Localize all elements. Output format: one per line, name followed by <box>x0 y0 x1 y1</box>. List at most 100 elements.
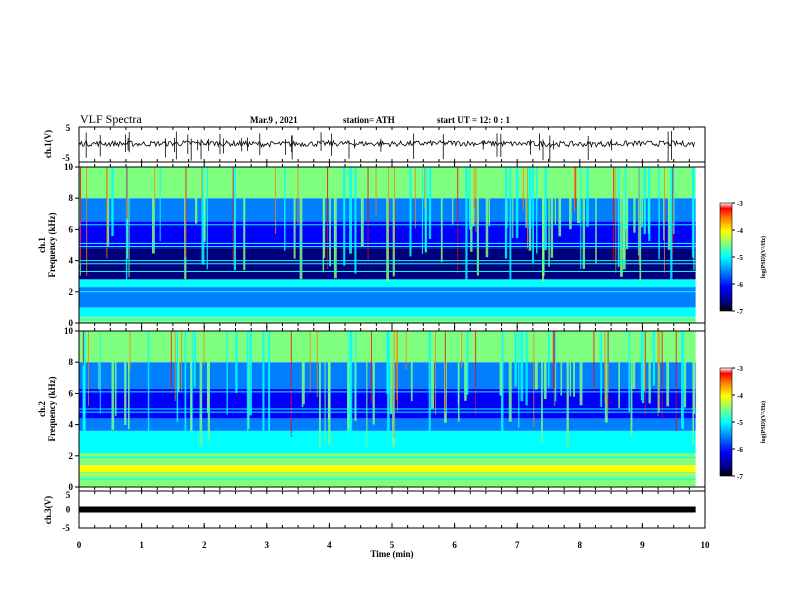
ch1-sferic-column <box>329 167 331 267</box>
ch1-sferic-column <box>550 167 554 258</box>
ch1-sferic-column <box>488 167 491 227</box>
ch2-sferic-column <box>693 331 696 415</box>
ch2-spectrogram-panel: 0 2 4 6 8 10 ch.2 Frequency (kHz) <box>37 326 706 492</box>
ch2-sferic-column <box>632 331 636 390</box>
ch1-sferic-column <box>203 167 206 242</box>
ch2-sferic-column <box>193 331 196 388</box>
ch2-colorbar-ticks: -3 -4 -5 -6 -7 <box>732 365 743 481</box>
ch1-colorbar-tick-label: -3 <box>737 200 743 208</box>
ch2-sferic-column <box>355 331 357 414</box>
time-tick-label: 0 <box>77 540 82 550</box>
ch2-sferic-peak <box>316 331 318 398</box>
ch2-sferic-peak <box>461 331 463 368</box>
ch2-colorbar-tick-label: -3 <box>737 365 743 373</box>
ch1-ytick-label: 8 <box>69 193 74 203</box>
ch2-sferic-column <box>630 331 633 437</box>
ch2-sferic-column <box>640 331 643 401</box>
ch1-sferic-column <box>633 167 636 233</box>
ch2-sferic-column <box>83 331 86 435</box>
ch1-colorbar-tick-label: -6 <box>737 281 743 289</box>
ch1-sferic-peak <box>387 167 389 263</box>
ch2-ytick-label: 8 <box>69 357 74 367</box>
ch1-band-3 <box>79 279 696 288</box>
ch1-sferic-column <box>542 167 545 277</box>
ch2-sferic-peak <box>170 331 172 394</box>
ch3-waveform-line <box>79 506 696 513</box>
ch1-sferic-column <box>558 167 562 237</box>
ch2-sferic-peak <box>644 331 646 415</box>
date-label: Mar.9 , 2021 <box>250 115 298 125</box>
ch2-sferic-column <box>410 331 413 402</box>
ch2-sferic-column <box>127 331 130 430</box>
ch2-ytick-label: 2 <box>69 451 74 461</box>
ch2-sferic-column <box>147 331 150 434</box>
ch1-waveform-ylabel: ch.1(V) <box>43 130 53 158</box>
ch1-spectrogram-ylabel-freq: Frequency (kHz) <box>47 212 57 277</box>
ch2-sferic-column <box>392 331 395 448</box>
ch2-sferic-column <box>207 331 210 441</box>
ch1-sferic-peak <box>375 167 377 216</box>
ch1-waveform-line <box>78 139 695 149</box>
ch1-sferic-column <box>532 167 534 264</box>
ch2-sferic-peak <box>87 331 89 406</box>
ch2-sferic-column <box>534 331 538 390</box>
ch1-sferic-column <box>322 167 325 273</box>
ch2-sferic-column <box>579 331 583 406</box>
ch1-sferic-column <box>409 167 412 257</box>
ch1-sferic-column <box>201 167 205 265</box>
ch1-ytick-label: 2 <box>69 287 74 297</box>
ch1-sferic-peak <box>414 167 416 229</box>
ch1-sferic-peak <box>106 167 108 259</box>
ch1-sferic-column <box>476 167 479 276</box>
time-axis-ticks: 0 1 2 3 4 5 6 7 8 9 10 <box>77 523 710 550</box>
ch2-sferic-peak <box>475 331 477 416</box>
ch1-sferic-column <box>663 167 665 241</box>
ch1-sferic-column <box>79 167 81 227</box>
ch2-sferic-peak <box>553 331 555 407</box>
ch1-sferic-column <box>576 167 580 224</box>
ch2-sferic-column <box>199 331 203 447</box>
ch2-ytick-label: 10 <box>64 326 74 336</box>
ch2-sferic-column <box>389 331 393 415</box>
ch2-sferic-column <box>683 331 687 408</box>
ch1-sferic-column <box>470 167 473 252</box>
ch2-sferic-column <box>518 331 520 428</box>
ch1-sferic-peak <box>201 167 203 201</box>
time-tick-label: 10 <box>701 540 711 550</box>
ch3-ytick-mid: 0 <box>66 505 71 515</box>
ch1-colorbar-tick-label: -5 <box>737 254 743 262</box>
figure-title: VLF Spectra <box>80 112 142 126</box>
ch2-sferic-column <box>324 331 326 441</box>
ch2-sferic-column <box>387 331 390 433</box>
ch1-sferic-column <box>525 167 527 228</box>
ch2-sferic-peak <box>552 331 554 391</box>
ch1-sferic-column <box>639 167 642 281</box>
ch1-sferic-column <box>625 167 629 250</box>
ch1-sferic-column <box>284 167 286 251</box>
ch1-sferic-column <box>333 167 337 279</box>
ch1-sferic-column <box>440 167 443 263</box>
ch1-sferic-peak <box>423 167 425 210</box>
ch1-colorbar-label: log(PSD)(V²/Hz) <box>760 236 767 278</box>
ch2-sferic-peak <box>661 331 663 420</box>
ch2-sferic-column <box>641 331 645 404</box>
ch2-sferic-column <box>643 331 646 391</box>
ch2-sferic-column <box>604 331 608 423</box>
ch1-sferic-peak <box>663 167 665 273</box>
ch1-ytick-label: 0 <box>69 318 74 328</box>
ch1-sferic-peak <box>154 167 156 204</box>
ch2-sferic-column <box>372 331 375 425</box>
ch1-sferic-column <box>392 167 395 277</box>
ch2-colorbar: -3 -4 -5 -6 -7 log(PSD)(V²/Hz) <box>719 365 767 481</box>
ch1-sferic-peak <box>473 167 475 208</box>
ch2-sferic-column <box>508 331 512 422</box>
ch2-sferic-peak <box>393 331 395 438</box>
ch2-sferic-peak <box>181 331 183 391</box>
ch2-sferic-column <box>431 331 433 409</box>
ch1-sferic-peak <box>275 167 277 235</box>
ch2-sferic-column <box>184 331 187 437</box>
ch2-sferic-column <box>500 331 504 441</box>
ch2-ytick-label: 0 <box>69 482 74 492</box>
ch1-sferic-column <box>535 167 538 254</box>
time-tick-label: 1 <box>139 540 144 550</box>
